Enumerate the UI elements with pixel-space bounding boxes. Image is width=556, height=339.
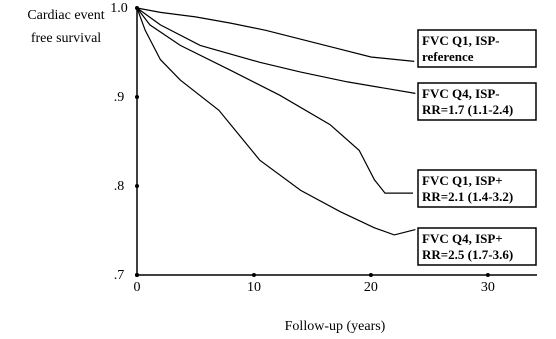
legend-label: FVC Q4, ISP+	[422, 231, 503, 246]
x-tick	[485, 273, 490, 277]
survival-curve	[136, 7, 415, 62]
legend-label: FVC Q1, ISP-	[422, 33, 500, 48]
legend-box: FVC Q1, ISP+RR=2.1 (1.4-3.2)	[417, 169, 537, 208]
y-axis-label: free survival	[31, 31, 101, 46]
survival-curve	[136, 7, 416, 236]
legend-note: RR=2.1 (1.4-3.2)	[422, 189, 513, 204]
x-tick-label: 10	[247, 280, 261, 295]
legend-note: RR=2.5 (1.7-3.6)	[422, 247, 513, 262]
legend-note: reference	[422, 49, 474, 64]
y-tick-label: .8	[114, 179, 125, 194]
legend-label: FVC Q4, ISP-	[422, 86, 500, 101]
x-tick	[251, 273, 256, 277]
y-tick	[135, 184, 139, 188]
x-tick-label: 0	[134, 280, 141, 295]
x-tick-label: 30	[481, 280, 495, 295]
legend-label: FVC Q1, ISP+	[422, 173, 503, 188]
legend-frame	[417, 29, 537, 68]
y-axis-label: Cardiac event	[27, 8, 104, 23]
x-axis-label: Follow-up (years)	[285, 319, 386, 334]
y-tick-label: .9	[114, 90, 125, 105]
survival-curve	[136, 7, 416, 94]
legend-box: FVC Q4, ISP+RR=2.5 (1.7-3.6)	[417, 227, 537, 266]
x-tick-label: 20	[364, 280, 378, 295]
x-tick	[135, 273, 139, 277]
survival-curve	[136, 7, 413, 194]
legend-frame	[417, 169, 537, 208]
legend-box: FVC Q1, ISP-reference	[417, 29, 537, 68]
y-tick-label: 1.0	[110, 1, 128, 16]
legend-note: RR=1.7 (1.1-2.4)	[422, 102, 513, 117]
legend-box: FVC Q4, ISP-RR=1.7 (1.1-2.4)	[417, 82, 537, 121]
legend-frame	[417, 82, 537, 121]
y-tick	[135, 95, 139, 99]
y-tick-label: .7	[114, 268, 125, 283]
legend-frame	[417, 227, 537, 266]
x-tick	[368, 273, 373, 277]
